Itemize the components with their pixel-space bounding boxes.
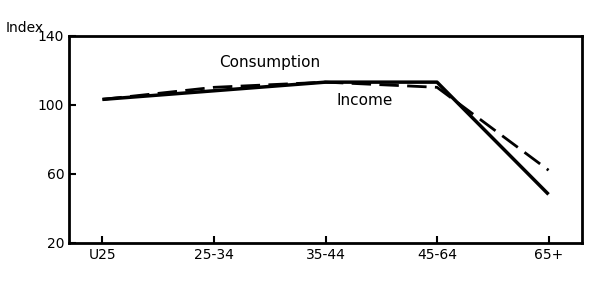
Text: Consumption: Consumption (220, 54, 320, 70)
Text: Index: Index (6, 21, 44, 35)
Text: Income: Income (337, 93, 393, 107)
